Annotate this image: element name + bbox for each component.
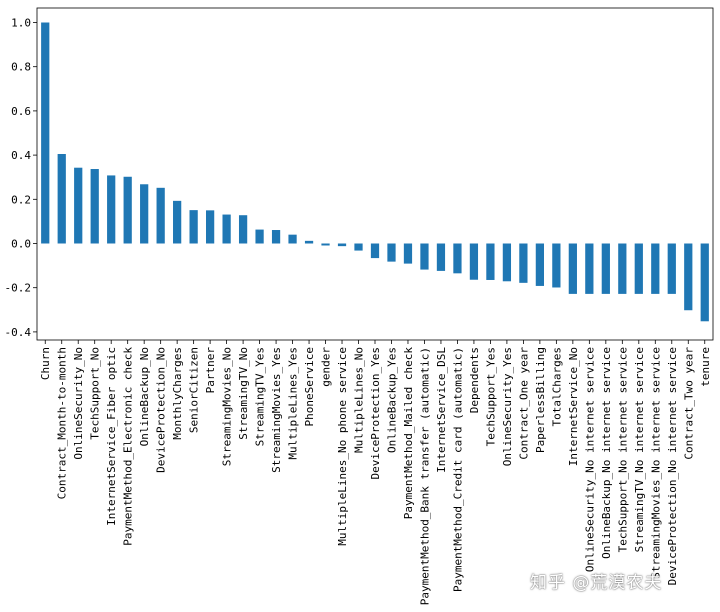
x-tick-label-3: TechSupport_No <box>89 347 102 440</box>
x-tick-label-6: OnlineBackup_No <box>138 347 151 446</box>
bar-13 <box>255 229 264 244</box>
x-tick-label-7: DeviceProtection_No <box>155 347 168 473</box>
y-tick-label-0: 1.0 <box>11 17 31 30</box>
x-tick-label-9: SeniorCitizen <box>188 347 201 433</box>
x-tick-label-40: tenure <box>699 347 712 387</box>
bar-40 <box>700 243 709 322</box>
bar-7 <box>156 187 165 244</box>
x-tick-label-27: TechSupport_Yes <box>484 347 497 446</box>
bar-19 <box>354 243 363 251</box>
bar-18 <box>337 243 347 247</box>
x-tick-label-16: PhoneService <box>303 347 316 426</box>
bar-29 <box>519 243 528 283</box>
x-tick-label-8: MonthlyCharges <box>171 347 184 440</box>
bar-21 <box>387 243 396 262</box>
y-tick-label-3: 0.4 <box>11 149 31 162</box>
bar-14 <box>271 230 281 244</box>
watermark-text: 知乎 @荒漠农夫 <box>530 573 663 593</box>
x-tick-label-5: PaymentMethod_Electronic check <box>122 347 135 546</box>
bar-38 <box>667 243 676 294</box>
bar-5 <box>123 176 132 244</box>
bar-9 <box>189 210 198 244</box>
x-tick-label-33: OnlineSecurity_No internet service <box>583 347 596 572</box>
bar-36 <box>634 243 643 294</box>
bar-24 <box>436 243 446 271</box>
x-tick-label-24: InternetService_DSL <box>435 347 448 473</box>
x-tick-label-21: OnlineBackup_Yes <box>385 347 398 453</box>
bar-8 <box>173 200 182 244</box>
y-axis-ticks: 1.0 0.8 0.6 0.4 0.2 0.0 -0.2 -0.4 <box>5 17 37 339</box>
x-tick-label-4: InternetService_Fiber optic <box>105 347 118 526</box>
bar-20 <box>370 243 380 259</box>
bar-27 <box>486 243 495 280</box>
y-tick-label-5: 0.0 <box>11 238 31 251</box>
x-tick-label-10: Partner <box>204 347 217 394</box>
y-tick-label-6: -0.2 <box>5 282 32 295</box>
x-tick-label-30: PaperlessBilling <box>534 347 547 453</box>
x-tick-label-17: gender <box>320 347 333 387</box>
bar-2 <box>74 167 83 244</box>
x-tick-label-20: DeviceProtection_Yes <box>369 347 382 479</box>
y-tick-label-7: -0.4 <box>5 326 32 339</box>
x-tick-label-37: StreamingMovies_No internet service <box>649 347 662 579</box>
x-tick-label-1: Contract_Month-to-month <box>56 347 69 499</box>
x-tick-label-39: Contract_Two year <box>682 347 695 460</box>
x-tick-label-0: Churn <box>39 347 52 380</box>
bar-6 <box>140 184 149 244</box>
bar-32 <box>568 243 577 294</box>
x-tick-label-28: OnlineSecurity_Yes <box>501 347 514 466</box>
bar-1 <box>57 154 66 244</box>
bar-26 <box>469 243 479 280</box>
bar-17 <box>321 243 330 246</box>
x-tick-label-31: TotalCharges <box>550 347 563 426</box>
x-tick-label-29: Contract_One year <box>517 347 530 460</box>
bar-4 <box>107 175 116 244</box>
x-tick-label-32: InternetService_No <box>567 347 580 466</box>
x-tick-label-14: StreamingMovies_Yes <box>270 347 283 473</box>
x-tick-label-22: PaymentMethod_Mailed check <box>402 347 415 520</box>
y-tick-label-2: 0.6 <box>11 105 31 118</box>
plot-area-frame <box>36 7 714 341</box>
x-tick-label-18: MultipleLines_No phone service <box>336 347 349 546</box>
x-tick-label-34: OnlineBackup_No internet service <box>600 347 613 559</box>
bar-0 <box>41 22 50 244</box>
x-tick-label-25: PaymentMethod_Credit card (automatic) <box>451 347 464 592</box>
bar-31 <box>552 243 561 288</box>
x-axis-ticks: Churn Contract_Month-to-month OnlineSecuri… <box>39 340 712 605</box>
x-tick-label-19: MultipleLines_No <box>353 347 366 453</box>
bar-35 <box>618 243 627 294</box>
x-tick-label-13: StreamingTV_Yes <box>254 347 267 446</box>
bar-22 <box>403 243 413 264</box>
x-tick-label-2: OnlineSecurity_No <box>72 347 85 460</box>
bar-3 <box>90 169 99 244</box>
bar-33 <box>585 243 594 294</box>
x-tick-label-23: PaymentMethod_Bank transfer (automatic) <box>418 347 431 605</box>
x-tick-label-36: StreamingTV_No internet service <box>633 347 646 552</box>
bar-37 <box>651 243 660 294</box>
bar-16 <box>304 240 314 244</box>
bar-15 <box>288 234 297 244</box>
x-tick-label-38: DeviceProtection_No internet service <box>666 347 679 585</box>
bars-group <box>41 22 709 322</box>
y-tick-label-4: 0.2 <box>11 193 31 206</box>
bar-10 <box>206 210 215 244</box>
bar-28 <box>502 243 512 282</box>
x-tick-label-35: TechSupport_No internet service <box>616 347 629 552</box>
bar-12 <box>238 215 248 244</box>
bar-23 <box>420 243 429 270</box>
bar-39 <box>684 243 693 311</box>
x-tick-label-15: MultipleLines_Yes <box>287 347 300 460</box>
bar-34 <box>601 243 610 294</box>
y-tick-label-1: 0.8 <box>11 61 31 74</box>
x-tick-label-26: Dependents <box>468 347 481 413</box>
bar-11 <box>222 214 231 244</box>
bar-30 <box>535 243 544 286</box>
x-tick-label-11: StreamingMovies_No <box>221 347 234 466</box>
bar-25 <box>453 243 462 274</box>
x-tick-label-12: StreamingTV_No <box>237 347 250 440</box>
